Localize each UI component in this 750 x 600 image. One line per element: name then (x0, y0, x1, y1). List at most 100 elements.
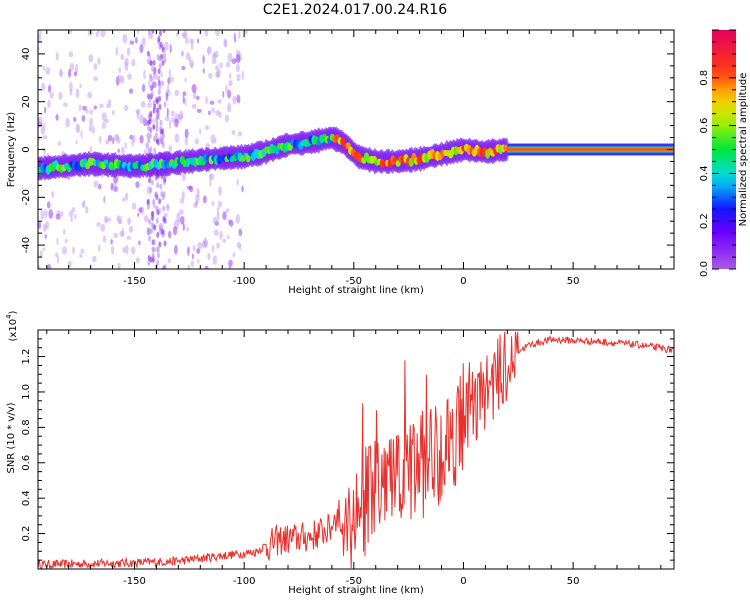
noise-speckle (137, 212, 140, 217)
noise-speckle (174, 133, 180, 143)
noise-speckle (214, 30, 220, 37)
noise-speckle (80, 248, 85, 254)
noise-speckle (228, 259, 233, 267)
noise-speckle (70, 216, 73, 223)
noise-speckle (209, 181, 212, 187)
noise-speckle (124, 61, 129, 72)
y-axis-label: Frequency (Hz) (6, 112, 17, 188)
noise-band (146, 50, 150, 57)
noise-band (147, 58, 151, 65)
noise-band (157, 68, 161, 75)
noise-band (152, 239, 156, 246)
noise-speckle (152, 117, 155, 124)
noise-band (154, 132, 158, 139)
noise-speckle (67, 68, 72, 78)
noise-speckle (235, 63, 240, 73)
noise-speckle (119, 230, 125, 237)
noise-speckle (89, 146, 93, 155)
noise-speckle (139, 134, 144, 144)
noise-speckle (99, 103, 104, 109)
noise-band (148, 235, 152, 242)
noise-speckle (113, 232, 119, 239)
noise-band (160, 228, 164, 235)
noise-band (153, 69, 157, 76)
noise-band (151, 210, 155, 217)
noise-speckle (197, 258, 200, 264)
noise-band (151, 65, 155, 72)
noise-speckle (42, 123, 46, 130)
noise-speckle (238, 31, 241, 39)
noise-speckle (88, 125, 92, 132)
noise-band (150, 75, 154, 82)
noise-speckle (196, 38, 200, 44)
noise-speckle (55, 114, 59, 121)
noise-speckle (117, 215, 123, 225)
noise-speckle (47, 84, 52, 93)
noise-speckle (93, 105, 98, 110)
noise-speckle (73, 71, 78, 77)
noise-speckle (93, 76, 99, 82)
noise-speckle (227, 52, 233, 63)
noise-speckle (191, 103, 197, 109)
noise-band (153, 147, 157, 154)
noise-speckle (87, 91, 93, 99)
noise-band (158, 136, 162, 143)
noise-speckle (191, 253, 194, 260)
noise-speckle (207, 252, 211, 261)
noise-speckle (48, 209, 54, 219)
noise-speckle (43, 247, 46, 252)
noise-speckle (216, 206, 220, 216)
noise-speckle (123, 104, 129, 112)
noise-speckle (93, 63, 98, 71)
noise-speckle (127, 217, 132, 226)
noise-speckle (219, 230, 223, 240)
noise-speckle (85, 205, 89, 214)
noise-speckle (174, 118, 179, 128)
noise-speckle (110, 182, 114, 191)
noise-speckle (42, 147, 47, 155)
noise-speckle (180, 50, 184, 57)
noise-band (149, 60, 153, 67)
noise-speckle (44, 209, 48, 218)
noise-speckle (97, 183, 102, 190)
noise-band (152, 198, 156, 205)
noise-speckle (45, 220, 50, 230)
noise-speckle (124, 141, 127, 149)
noise-band (155, 126, 159, 133)
noise-speckle (238, 228, 243, 237)
noise-speckle (179, 197, 185, 204)
noise-speckle (142, 116, 146, 122)
noise-speckle (171, 117, 176, 123)
noise-speckle (236, 94, 241, 104)
noise-band (153, 224, 157, 231)
noise-speckle (175, 32, 179, 37)
noise-band (157, 35, 161, 42)
noise-speckle (212, 216, 218, 225)
noise-speckle (91, 255, 97, 263)
noise-band (146, 203, 150, 210)
noise-speckle (95, 31, 99, 38)
noise-speckle (104, 118, 109, 124)
noise-speckle (72, 246, 75, 255)
noise-speckle (184, 77, 187, 83)
noise-speckle (186, 185, 192, 190)
noise-speckle (101, 112, 107, 122)
noise-band (146, 198, 150, 205)
noise-speckle (124, 192, 129, 201)
noise-band (161, 46, 165, 53)
noise-speckle (134, 37, 138, 44)
noise-speckle (124, 244, 129, 255)
tone-band-core (507, 148, 674, 151)
noise-speckle (38, 136, 41, 141)
y-tick-label: 40 (21, 48, 32, 61)
x-tick-label: 50 (567, 276, 580, 287)
noise-speckle (181, 191, 185, 199)
noise-band (147, 93, 151, 100)
noise-speckle (235, 54, 241, 64)
noise-band (146, 132, 150, 139)
noise-speckle (144, 214, 149, 223)
noise-speckle (76, 124, 81, 134)
noise-speckle (93, 180, 99, 188)
noise-speckle (181, 32, 187, 38)
noise-speckle (46, 264, 52, 269)
